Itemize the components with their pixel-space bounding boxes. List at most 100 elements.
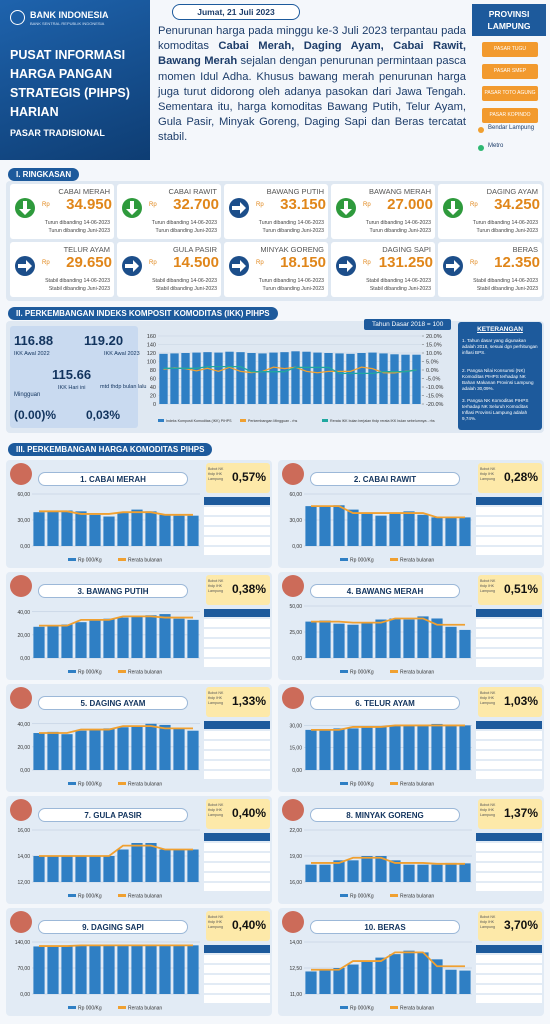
legend-label: Rp 000/Kg [350, 670, 374, 676]
avg-line [39, 725, 193, 734]
bar [445, 969, 457, 994]
bar [225, 351, 234, 404]
bar [459, 629, 471, 658]
bar [103, 516, 115, 546]
card-name: BAWANG MERAH [369, 187, 431, 196]
weight-box [206, 463, 270, 493]
panel-title: 3. BAWANG PUTIH [38, 584, 188, 598]
market-type: PASAR TRADISIONAL [10, 128, 105, 138]
bar [33, 733, 45, 770]
legend-swatch [340, 1006, 348, 1009]
bar [459, 970, 471, 994]
legend-label: Indeks Komposit Komoditas (IKK) PIHPS [166, 419, 232, 423]
legend-label: Rp 000/Kg [78, 670, 102, 676]
weight-box [478, 463, 542, 493]
legend-label: Rerata IKK bulan berjalan thdp rerata IK… [330, 419, 435, 423]
bar [33, 512, 45, 546]
card-note: Stabil dibanding Juni-2023 [155, 286, 217, 292]
bar [103, 856, 115, 882]
legend-label: Rerata bulanan [128, 894, 162, 900]
bar [187, 619, 199, 658]
table-row [204, 619, 270, 627]
y-tick-label: 80 [150, 368, 156, 374]
card-note: Turun dibanding 14-06-2023 [44, 220, 110, 226]
weight-box [478, 575, 542, 605]
line [163, 366, 417, 374]
card-name: CABAI MERAH [58, 187, 110, 196]
card-note: Turun dibanding Juni-2023 [262, 286, 324, 292]
bar [361, 513, 373, 546]
bar [89, 945, 101, 994]
note: 2. Pangsa Nilai Konsumsi (NK) Komoditas … [462, 368, 534, 391]
section-title: III. PERKEMBANGAN HARGA KOMODITAS PIHPS [8, 443, 213, 456]
bar [389, 513, 401, 546]
bar [431, 618, 443, 658]
table-row [204, 965, 270, 973]
ikk-change: (0.00)% [14, 408, 57, 422]
y2-tick-label: 20.0% [426, 334, 442, 340]
bar [324, 353, 333, 404]
table-row [204, 761, 270, 769]
market-button[interactable]: PASAR KOPINDO [482, 108, 538, 123]
y-tick-label: 0,00 [20, 544, 30, 550]
market-button[interactable]: PASAR TOTO AGUNG [482, 86, 538, 101]
legend-swatch [240, 419, 246, 422]
table-row [476, 965, 542, 973]
bar [389, 725, 401, 770]
bar [33, 946, 45, 994]
price: 12.350 [494, 254, 540, 271]
bar [145, 511, 157, 546]
table-row [204, 873, 270, 881]
weight-box [478, 687, 542, 717]
bar [431, 723, 443, 770]
bar [173, 618, 185, 658]
table-row [476, 945, 542, 953]
legend-label: Rp 000/Kg [78, 558, 102, 564]
bar [375, 957, 387, 994]
bar [61, 624, 73, 658]
header-title: PUSAT INFORMASI HARGA PANGAN STRATEGIS (… [10, 48, 130, 119]
bar [335, 353, 344, 404]
weight-label: Bobot NK thdp IHK Lampung [208, 803, 224, 817]
y2-tick-label: -10.0% [426, 385, 444, 391]
icon [282, 687, 304, 709]
y-tick-label: 160 [147, 334, 156, 340]
bar [389, 860, 401, 882]
table-row [204, 945, 270, 953]
header-panel: BANK INDONESIA BANK SENTRAL REPUBLIK IND… [0, 0, 150, 160]
bar [389, 618, 401, 658]
line [163, 365, 417, 375]
table-row [476, 649, 542, 657]
ikk-change: 0,03% [86, 408, 121, 422]
weight-label: Bobot NK thdp IHK Lampung [208, 915, 224, 929]
y-tick-label: 14,00 [289, 940, 302, 946]
table-row [204, 517, 270, 525]
bar [117, 727, 129, 770]
y-tick-label: 22,00 [289, 828, 302, 834]
weight-label: Bobot NK thdp IHK Lampung [480, 915, 496, 929]
date: Jumat, 21 Juli 2023 [172, 4, 300, 20]
currency: Rp [256, 260, 264, 266]
market-button[interactable]: PASAR TUGU [482, 42, 538, 57]
bar [131, 726, 143, 770]
market-button[interactable]: PASAR SMEP [482, 64, 538, 79]
price-chart: 0,00 30,00 60,00 Rp 000/Kg Rerata bulanan [17, 492, 200, 564]
note: 3. Pangsa NK Komoditas PIHPS terhadap NK… [462, 398, 529, 421]
legend-swatch [68, 670, 76, 673]
weight: 1,37% [504, 806, 539, 820]
panel-title: 5. DAGING AYAM [38, 696, 188, 710]
bar [131, 509, 143, 546]
bar [61, 734, 73, 770]
legend-swatch [390, 782, 398, 785]
card-name: GULA PASIR [172, 245, 217, 254]
y-tick-label: 0,00 [292, 656, 302, 662]
city-dot [478, 145, 484, 151]
weight-label: Bobot NK thdp IHK Lampung [208, 691, 224, 705]
bar [47, 731, 59, 770]
price: 29.650 [66, 254, 112, 271]
y2-tick-label: 0.0% [426, 368, 439, 374]
bar [305, 506, 317, 546]
bar [431, 959, 443, 994]
trend-arrow [232, 202, 246, 214]
card-note: Stabil dibanding 14-06-2023 [473, 278, 538, 284]
